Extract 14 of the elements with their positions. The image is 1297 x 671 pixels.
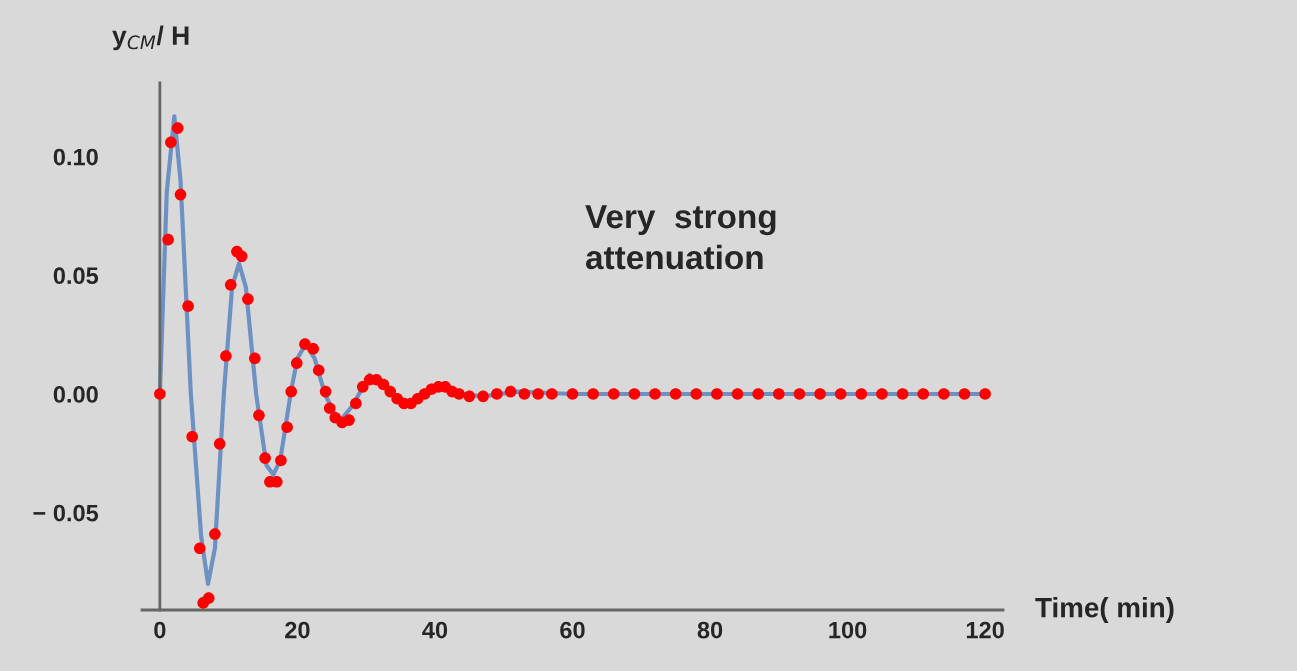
y-tick-label: 0.05 (53, 267, 99, 285)
x-tick-label: 80 (697, 621, 723, 639)
y-tick-label: 0.00 (53, 386, 98, 403)
annotation: Very strong attenuation (585, 205, 776, 270)
x-tick-label: 20 (285, 621, 310, 639)
x-tick-label: 120 (966, 621, 1004, 639)
y-tick-label: − 0.05 (33, 504, 99, 522)
x-tick-label: 40 (422, 621, 448, 639)
x-axis-title: Time( min) (1035, 597, 1174, 623)
x-tick-label: 0 (154, 621, 166, 639)
x-tick-label: 60 (560, 621, 585, 639)
x-tick-label: 100 (829, 621, 867, 639)
y-tick-label: 0.10 (53, 148, 98, 166)
y-axis-title: y$_{CM}$/ H (112, 25, 189, 51)
